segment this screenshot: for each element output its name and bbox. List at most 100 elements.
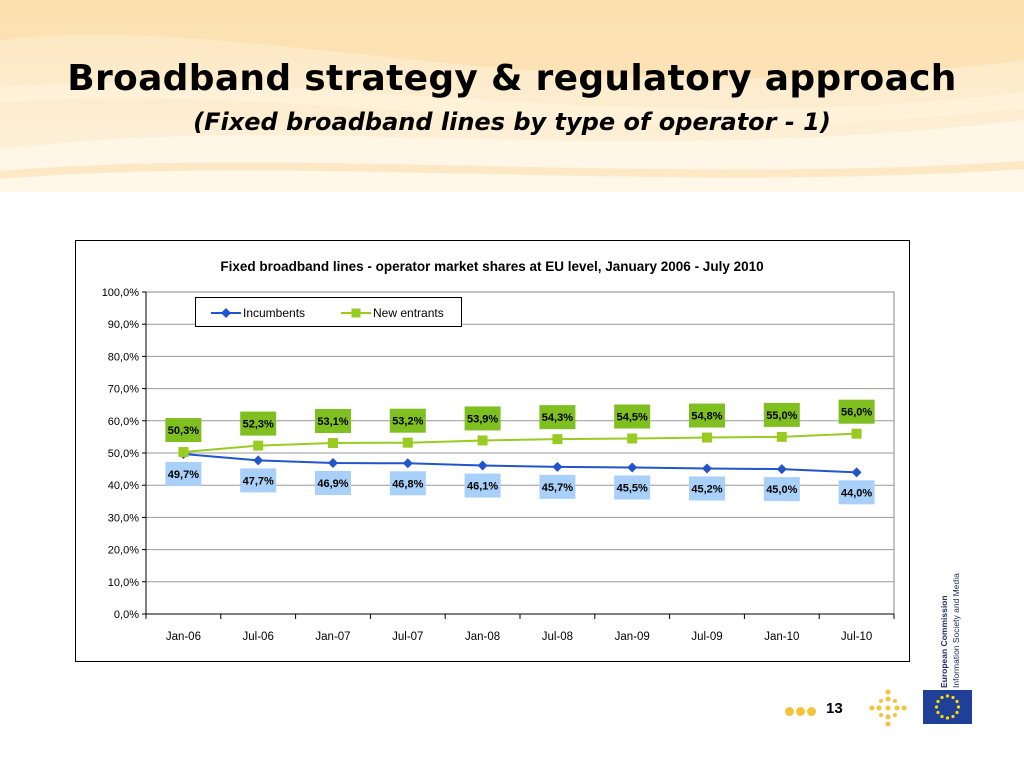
data-point-new-entrants: [402, 437, 413, 448]
data-label-new-entrants: 56,0%: [841, 407, 872, 419]
data-label-incumbents: 46,8%: [392, 478, 423, 490]
legend-label-new-entrants: New entrants: [373, 305, 444, 320]
x-tick-label: Jan-09: [615, 631, 650, 643]
data-label-box-incumbents: [240, 468, 277, 493]
data-label-box-new-entrants: [539, 405, 576, 430]
legend-item-new-entrants: New entrants: [341, 305, 444, 320]
x-tick-label: Jan-07: [315, 631, 350, 643]
data-label-box-new-entrants: [763, 402, 800, 427]
data-label-new-entrants: 55,0%: [766, 410, 797, 422]
data-point-new-entrants: [627, 433, 638, 444]
line-chart: Fixed broadband lines - operator market …: [102, 259, 895, 643]
data-label-new-entrants: 53,2%: [392, 416, 423, 428]
square-marker-icon: [341, 308, 371, 318]
data-point-new-entrants: [776, 431, 787, 442]
data-point-incumbents: [552, 461, 563, 472]
chart-legend: Incumbents New entrants: [195, 297, 462, 327]
data-point-new-entrants: [178, 447, 189, 458]
data-label-box-new-entrants: [838, 399, 875, 424]
data-label-box-incumbents: [539, 474, 576, 499]
y-tick-label: 20,0%: [108, 545, 139, 557]
y-tick-label: 0,0%: [114, 609, 139, 621]
data-label-new-entrants: 54,5%: [617, 412, 648, 424]
data-label-box-new-entrants: [165, 418, 202, 443]
dotted-cross-logo-icon: [868, 688, 908, 733]
data-point-new-entrants: [328, 438, 338, 449]
data-point-incumbents: [328, 457, 338, 468]
y-tick-label: 80,0%: [108, 351, 139, 363]
data-label-box-incumbents: [689, 476, 725, 501]
data-label-incumbents: 44,0%: [841, 487, 872, 499]
org-line-2: Information Society and Media: [951, 573, 961, 688]
data-label-incumbents: 45,2%: [691, 483, 722, 495]
data-label-incumbents: 49,7%: [168, 469, 199, 481]
data-point-incumbents: [253, 455, 264, 466]
x-tick-label: Jul-06: [243, 631, 274, 643]
slide-title: Broadband strategy & regulatory approach: [67, 58, 957, 99]
data-point-incumbents: [627, 462, 638, 473]
header-banner: [0, 0, 1024, 192]
data-label-box-incumbents: [464, 473, 501, 498]
data-label-new-entrants: 54,8%: [691, 411, 722, 423]
x-tick-label: Jan-08: [465, 631, 500, 643]
data-label-new-entrants: 52,3%: [243, 419, 274, 431]
chart-container: Fixed broadband lines - operator market …: [75, 240, 910, 662]
data-label-box-incumbents: [389, 471, 426, 496]
data-label-box-new-entrants: [464, 406, 501, 431]
data-point-new-entrants: [253, 440, 264, 451]
slide-subtitle: (Fixed broadband lines by type of operat…: [193, 108, 831, 136]
y-tick-label: 50,0%: [108, 448, 139, 460]
data-point-incumbents: [702, 463, 712, 474]
data-label-incumbents: 45,5%: [617, 482, 648, 494]
legend-label-incumbents: Incumbents: [243, 305, 306, 320]
data-label-box-new-entrants: [689, 403, 725, 428]
data-point-incumbents: [776, 464, 787, 475]
series-line-incumbents: [183, 452, 857, 474]
data-label-new-entrants: 53,1%: [317, 416, 348, 428]
data-label-box-new-entrants: [614, 404, 651, 429]
y-tick-label: 10,0%: [108, 577, 139, 589]
data-label-incumbents: 45,0%: [766, 484, 797, 496]
data-label-new-entrants: 50,3%: [168, 425, 199, 437]
ec-org-text: European Commission Information Society …: [939, 573, 961, 688]
page-number: 13: [826, 700, 843, 717]
data-point-new-entrants: [702, 432, 712, 443]
data-point-incumbents: [851, 467, 862, 478]
data-label-new-entrants: 53,9%: [467, 413, 498, 425]
y-tick-label: 40,0%: [108, 480, 139, 492]
x-tick-label: Jul-07: [392, 631, 423, 643]
data-label-incumbents: 47,7%: [243, 475, 274, 487]
data-point-incumbents: [402, 458, 413, 469]
eu-flag-icon: [923, 690, 972, 724]
data-label-box-incumbents: [763, 477, 800, 502]
data-point-new-entrants: [851, 428, 862, 439]
x-tick-label: Jul-09: [691, 631, 722, 643]
x-tick-label: Jul-10: [841, 631, 872, 643]
data-point-new-entrants: [552, 434, 563, 445]
x-tick-label: Jan-06: [166, 631, 201, 643]
x-tick-label: Jul-08: [542, 631, 573, 643]
y-tick-label: 60,0%: [108, 416, 139, 428]
y-tick-label: 30,0%: [108, 512, 139, 524]
series-line-new-entrants: [183, 432, 857, 454]
data-label-box-new-entrants: [315, 409, 351, 434]
data-label-incumbents: 45,7%: [542, 482, 573, 494]
data-label-box-incumbents: [838, 480, 875, 505]
data-label-box-incumbents: [614, 475, 651, 500]
data-point-incumbents: [477, 460, 488, 471]
y-tick-label: 90,0%: [108, 319, 139, 331]
data-label-incumbents: 46,1%: [467, 481, 498, 493]
data-label-box-new-entrants: [389, 408, 426, 433]
footer-dots-icon: [785, 703, 818, 721]
y-tick-label: 100,0%: [102, 287, 140, 299]
chart-title: Fixed broadband lines - operator market …: [220, 259, 763, 274]
data-label-box-incumbents: [165, 461, 202, 486]
data-point-new-entrants: [477, 435, 488, 446]
x-tick-label: Jan-10: [764, 631, 799, 643]
data-label-incumbents: 46,9%: [317, 478, 348, 490]
diamond-marker-icon: [211, 307, 241, 318]
data-label-box-incumbents: [315, 470, 351, 495]
data-label-new-entrants: 54,3%: [542, 412, 573, 424]
legend-item-incumbents: Incumbents: [211, 305, 305, 320]
data-label-box-new-entrants: [240, 411, 277, 436]
